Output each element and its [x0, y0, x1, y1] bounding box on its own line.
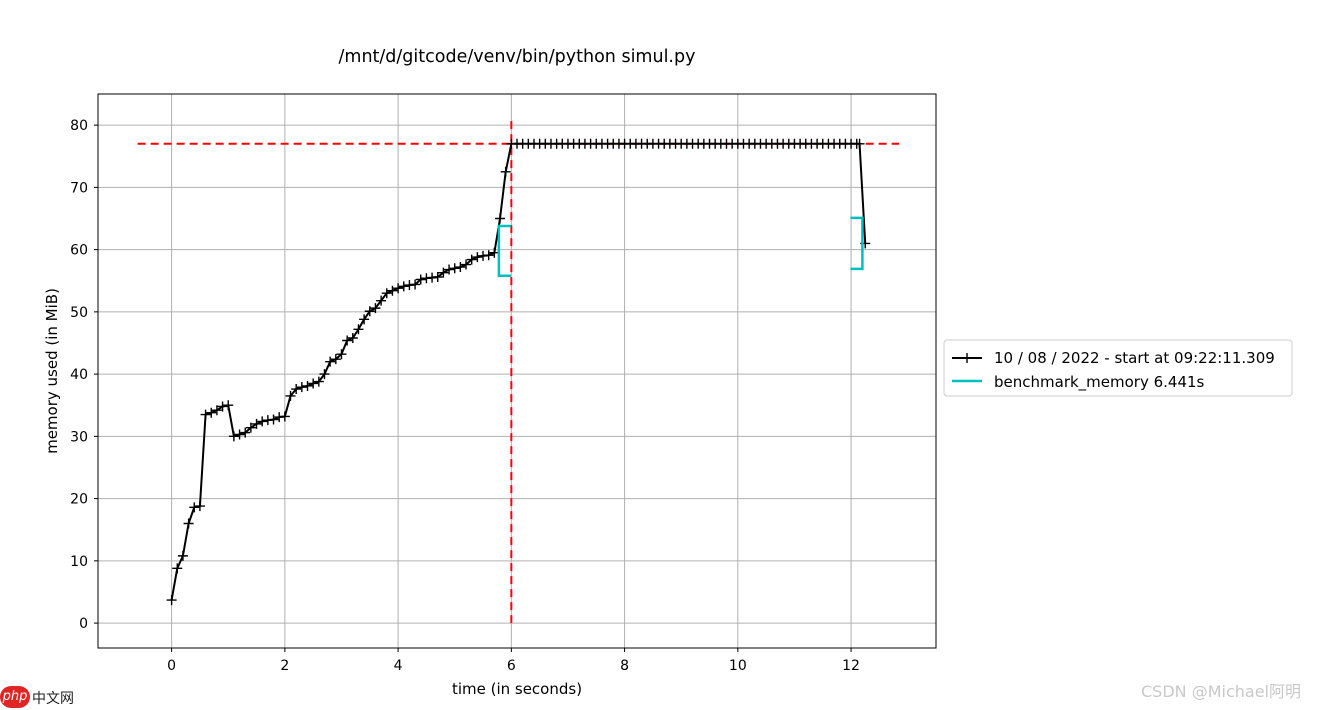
data-point-marker [410, 279, 421, 290]
y-tick-label: 80 [70, 118, 88, 134]
legend-entry-benchmark: benchmark_memory 6.441s [952, 373, 1205, 392]
watermark: CSDN @Michael阿明 [1141, 682, 1301, 701]
data-point-marker [211, 405, 222, 416]
data-point-marker [325, 356, 336, 367]
y-tick-label: 20 [70, 492, 88, 508]
data-point-marker [472, 252, 483, 263]
y-tick-label: 0 [79, 616, 88, 632]
data-point-marker [296, 382, 307, 393]
data-point-marker [432, 272, 443, 283]
data-point-marker [291, 384, 302, 395]
data-point-marker [240, 427, 251, 438]
y-tick-label: 30 [70, 429, 88, 445]
data-point-marker [308, 378, 319, 389]
chart-title: /mnt/d/gitcode/venv/bin/python simul.py [339, 47, 696, 67]
data-point-marker [495, 213, 506, 224]
data-point-marker [245, 422, 256, 433]
series-layer [166, 138, 871, 606]
data-point-marker [347, 333, 358, 344]
y-tick-label: 10 [70, 554, 88, 570]
data-point-marker [166, 595, 177, 606]
data-point-marker [364, 306, 375, 317]
data-point-marker [376, 295, 387, 306]
axis-ticks: 0 2 4 6 8 10 12 0 10 20 30 40 50 60 70 80 [70, 118, 860, 674]
data-point-marker [381, 288, 392, 299]
data-point-marker [387, 285, 398, 296]
data-point-marker [393, 283, 404, 294]
y-axis-label: memory used (in MiB) [43, 288, 61, 454]
legend-box [943, 339, 1293, 397]
data-point-marker [342, 335, 353, 346]
x-tick-label: 10 [729, 658, 747, 674]
data-point-marker [217, 401, 228, 412]
data-point-marker [234, 429, 245, 440]
data-point-marker [449, 263, 460, 274]
x-tick-label: 0 [167, 658, 176, 674]
y-tick-label: 40 [70, 367, 88, 383]
data-point-marker [359, 314, 370, 325]
data-point-marker [257, 416, 268, 427]
benchmark-start-bracket [497, 224, 511, 278]
data-point-marker [223, 400, 234, 411]
data-point-marker [200, 409, 211, 420]
reference-lines [137, 120, 900, 624]
x-axis-label: time (in seconds) [452, 680, 582, 698]
legend-label-memory: 10 / 08 / 2022 - start at 09:22:11.309 [994, 349, 1275, 367]
site-logo: php 中文网 [0, 686, 84, 708]
legend-entry-memory: 10 / 08 / 2022 - start at 09:22:11.309 [952, 349, 1275, 367]
data-point-marker [336, 349, 347, 360]
data-point-marker [194, 501, 205, 512]
x-tick-label: 8 [620, 658, 629, 674]
data-point-marker [183, 518, 194, 529]
site-logo-badge: php [0, 686, 30, 708]
data-point-marker [251, 418, 262, 429]
x-tick-label: 6 [507, 658, 516, 674]
data-point-marker [398, 281, 409, 292]
y-tick-label: 50 [70, 305, 88, 321]
data-point-marker [455, 262, 466, 273]
x-tick-label: 2 [280, 658, 289, 674]
data-point-marker [500, 166, 511, 177]
gridlines [98, 94, 936, 648]
site-logo-name: 中文网 [32, 691, 74, 707]
y-tick-label: 70 [70, 180, 88, 196]
data-point-marker [313, 376, 324, 387]
x-tick-label: 4 [394, 658, 403, 674]
legend-label-benchmark: benchmark_memory 6.441s [994, 373, 1205, 392]
data-point-marker [466, 254, 477, 265]
x-tick-label: 12 [842, 658, 860, 674]
data-point-marker [438, 267, 449, 278]
memory-usage-line [170, 142, 867, 601]
y-tick-label: 60 [70, 243, 88, 259]
data-point-marker [319, 369, 330, 380]
data-point-marker [330, 354, 341, 365]
benchmark-end-bracket [850, 216, 864, 271]
data-point-marker [177, 550, 188, 561]
data-point-marker [353, 324, 364, 335]
data-point-marker [279, 411, 290, 422]
data-point-marker [444, 264, 455, 275]
data-point-marker [228, 431, 239, 442]
data-point-marker [854, 138, 865, 149]
data-point-marker [370, 303, 381, 314]
data-point-marker [206, 407, 217, 418]
data-point-marker [285, 390, 296, 401]
data-point-marker [302, 380, 313, 391]
data-point-marker [268, 414, 279, 425]
data-point-marker [172, 563, 183, 574]
data-point-marker [483, 250, 494, 261]
legend: 10 / 08 / 2022 - start at 09:22:11.309 b… [943, 339, 1293, 397]
data-point-marker [461, 259, 472, 270]
data-point-marker [415, 274, 426, 285]
data-point-marker [189, 502, 200, 513]
plot-frame [97, 93, 937, 649]
legend-marker-plus [962, 353, 972, 363]
